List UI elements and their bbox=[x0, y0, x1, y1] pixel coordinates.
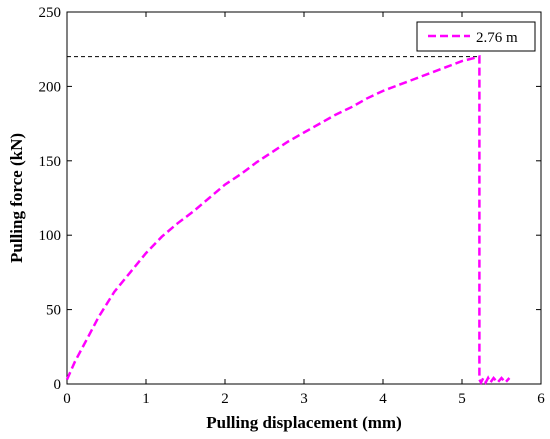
x-tick-label-1: 1 bbox=[142, 391, 150, 407]
x-tick-label-2: 2 bbox=[221, 391, 229, 407]
plot-area bbox=[66, 11, 542, 385]
x-tick-label-0: 0 bbox=[63, 391, 71, 407]
y-tick-label-5: 250 bbox=[39, 5, 62, 21]
x-tick-label-4: 4 bbox=[379, 391, 387, 407]
series-line-2-76m bbox=[65, 54, 511, 386]
y-tick-label-0: 0 bbox=[54, 377, 62, 393]
x-tick-label-6: 6 bbox=[537, 391, 545, 407]
legend-box bbox=[416, 21, 536, 52]
y-tick-label-3: 150 bbox=[39, 154, 62, 170]
y-axis-title: Pulling force (kN) bbox=[7, 133, 26, 263]
y-tick-label-1: 50 bbox=[46, 303, 61, 319]
legend-label: 2.76 m bbox=[476, 30, 518, 46]
legend: 2.76 m bbox=[416, 21, 536, 52]
axis-ticks bbox=[66, 11, 542, 385]
tick-labels: 0 1 2 3 4 5 6 0 50 100 150 200 250 bbox=[39, 5, 546, 407]
x-axis-title: Pulling displacement (mm) bbox=[206, 413, 402, 432]
x-tick-label-3: 3 bbox=[300, 391, 308, 407]
y-tick-label-2: 100 bbox=[39, 228, 62, 244]
x-tick-label-5: 5 bbox=[458, 391, 466, 407]
y-tick-label-4: 200 bbox=[39, 79, 62, 95]
